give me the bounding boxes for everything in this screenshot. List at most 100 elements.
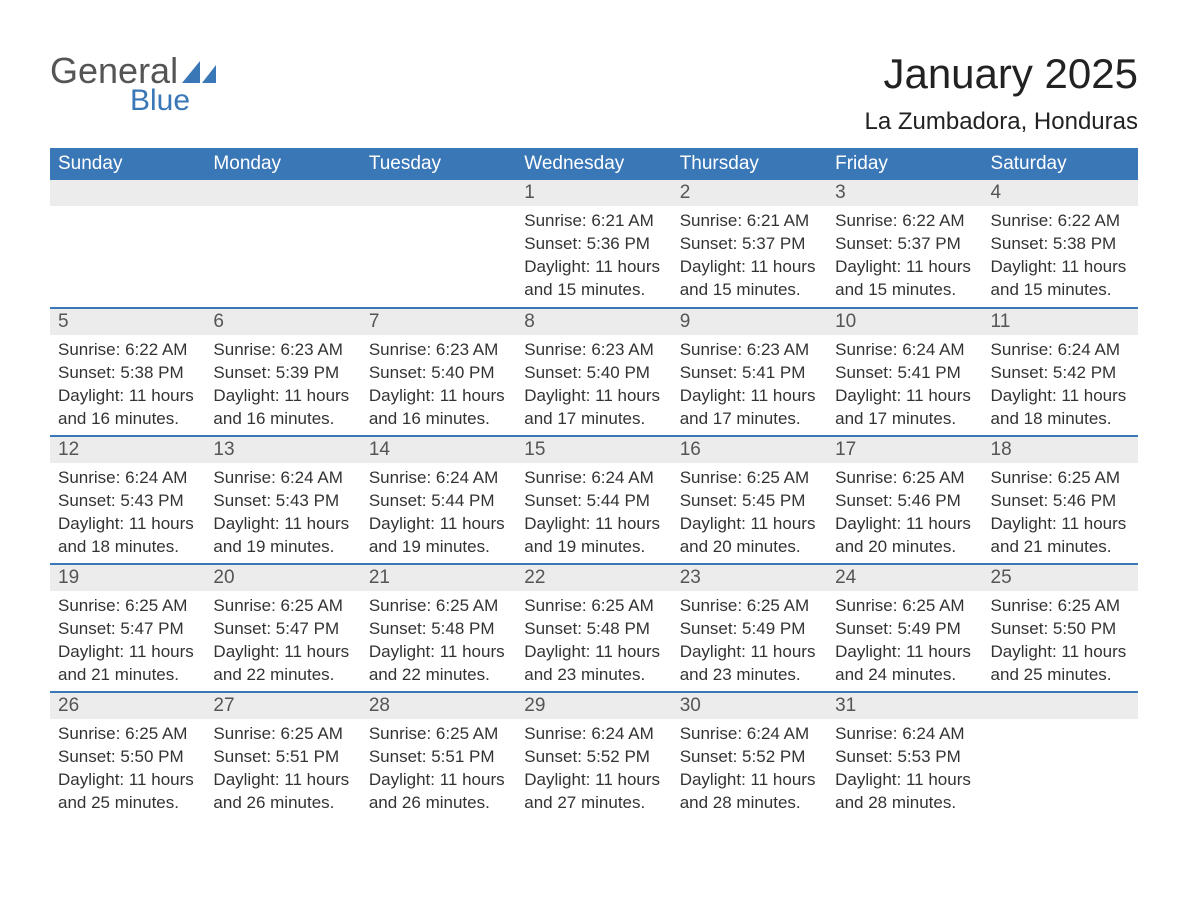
day-body: Sunrise: 6:25 AMSunset: 5:45 PMDaylight:… [672,463,827,559]
sunset-line: Sunset: 5:47 PM [58,618,197,641]
sunrise-line: Sunrise: 6:25 AM [835,595,974,618]
sunset-line: Sunset: 5:50 PM [991,618,1130,641]
day-body: Sunrise: 6:22 AMSunset: 5:37 PMDaylight:… [827,206,982,302]
day-body: Sunrise: 6:24 AMSunset: 5:43 PMDaylight:… [205,463,360,559]
day-number: 19 [50,565,205,591]
calendar-day-cell: 4Sunrise: 6:22 AMSunset: 5:38 PMDaylight… [983,180,1138,308]
daylight-line: Daylight: 11 hours and 25 minutes. [58,769,197,815]
calendar-day-cell: 23Sunrise: 6:25 AMSunset: 5:49 PMDayligh… [672,564,827,692]
day-number [50,180,205,206]
daylight-line: Daylight: 11 hours and 23 minutes. [524,641,663,687]
daylight-line: Daylight: 11 hours and 19 minutes. [369,513,508,559]
sunrise-line: Sunrise: 6:25 AM [58,595,197,618]
day-number: 18 [983,437,1138,463]
calendar-week-row: 26Sunrise: 6:25 AMSunset: 5:50 PMDayligh… [50,692,1138,820]
sunset-line: Sunset: 5:52 PM [680,746,819,769]
logo-blue-text: Blue [130,84,216,118]
day-number: 13 [205,437,360,463]
day-header: Wednesday [516,148,671,180]
day-number: 11 [983,309,1138,335]
day-number: 10 [827,309,982,335]
daylight-line: Daylight: 11 hours and 19 minutes. [524,513,663,559]
calendar-day-cell [983,692,1138,820]
sunset-line: Sunset: 5:48 PM [524,618,663,641]
daylight-line: Daylight: 11 hours and 18 minutes. [58,513,197,559]
daylight-line: Daylight: 11 hours and 19 minutes. [213,513,352,559]
calendar-day-cell: 10Sunrise: 6:24 AMSunset: 5:41 PMDayligh… [827,308,982,436]
day-number [361,180,516,206]
daylight-line: Daylight: 11 hours and 25 minutes. [991,641,1130,687]
sunrise-line: Sunrise: 6:24 AM [213,467,352,490]
day-number: 4 [983,180,1138,206]
day-number: 8 [516,309,671,335]
day-body: Sunrise: 6:21 AMSunset: 5:37 PMDaylight:… [672,206,827,302]
sunrise-line: Sunrise: 6:21 AM [680,210,819,233]
calendar-day-cell: 18Sunrise: 6:25 AMSunset: 5:46 PMDayligh… [983,436,1138,564]
sunset-line: Sunset: 5:41 PM [680,362,819,385]
calendar-week-row: 19Sunrise: 6:25 AMSunset: 5:47 PMDayligh… [50,564,1138,692]
day-header: Sunday [50,148,205,180]
sunrise-line: Sunrise: 6:24 AM [369,467,508,490]
calendar-day-cell: 28Sunrise: 6:25 AMSunset: 5:51 PMDayligh… [361,692,516,820]
sunrise-line: Sunrise: 6:25 AM [369,595,508,618]
calendar-day-cell: 6Sunrise: 6:23 AMSunset: 5:39 PMDaylight… [205,308,360,436]
sunset-line: Sunset: 5:37 PM [835,233,974,256]
calendar-day-cell: 7Sunrise: 6:23 AMSunset: 5:40 PMDaylight… [361,308,516,436]
calendar-day-cell: 15Sunrise: 6:24 AMSunset: 5:44 PMDayligh… [516,436,671,564]
day-number: 16 [672,437,827,463]
sunset-line: Sunset: 5:52 PM [524,746,663,769]
calendar-day-cell: 8Sunrise: 6:23 AMSunset: 5:40 PMDaylight… [516,308,671,436]
day-number: 27 [205,693,360,719]
day-number: 12 [50,437,205,463]
day-body: Sunrise: 6:25 AMSunset: 5:46 PMDaylight:… [827,463,982,559]
sunrise-line: Sunrise: 6:23 AM [213,339,352,362]
daylight-line: Daylight: 11 hours and 26 minutes. [213,769,352,815]
day-body: Sunrise: 6:24 AMSunset: 5:41 PMDaylight:… [827,335,982,431]
sunrise-line: Sunrise: 6:25 AM [369,723,508,746]
day-body: Sunrise: 6:25 AMSunset: 5:49 PMDaylight:… [672,591,827,687]
day-body: Sunrise: 6:24 AMSunset: 5:53 PMDaylight:… [827,719,982,815]
day-body: Sunrise: 6:24 AMSunset: 5:43 PMDaylight:… [50,463,205,559]
day-body: Sunrise: 6:23 AMSunset: 5:39 PMDaylight:… [205,335,360,431]
day-number: 21 [361,565,516,591]
sunset-line: Sunset: 5:43 PM [213,490,352,513]
sunrise-line: Sunrise: 6:24 AM [835,723,974,746]
sunrise-line: Sunrise: 6:24 AM [835,339,974,362]
sunset-line: Sunset: 5:37 PM [680,233,819,256]
daylight-line: Daylight: 11 hours and 26 minutes. [369,769,508,815]
sunrise-line: Sunrise: 6:25 AM [680,467,819,490]
day-header: Tuesday [361,148,516,180]
sunset-line: Sunset: 5:44 PM [369,490,508,513]
daylight-line: Daylight: 11 hours and 15 minutes. [524,256,663,302]
daylight-line: Daylight: 11 hours and 17 minutes. [680,385,819,431]
daylight-line: Daylight: 11 hours and 16 minutes. [213,385,352,431]
sunrise-line: Sunrise: 6:22 AM [991,210,1130,233]
sunrise-line: Sunrise: 6:25 AM [991,595,1130,618]
sunset-line: Sunset: 5:51 PM [213,746,352,769]
calendar-day-cell: 5Sunrise: 6:22 AMSunset: 5:38 PMDaylight… [50,308,205,436]
calendar-day-cell: 9Sunrise: 6:23 AMSunset: 5:41 PMDaylight… [672,308,827,436]
day-body: Sunrise: 6:22 AMSunset: 5:38 PMDaylight:… [50,335,205,431]
sunset-line: Sunset: 5:41 PM [835,362,974,385]
sunset-line: Sunset: 5:38 PM [58,362,197,385]
daylight-line: Daylight: 11 hours and 17 minutes. [524,385,663,431]
daylight-line: Daylight: 11 hours and 23 minutes. [680,641,819,687]
calendar-day-cell [361,180,516,308]
day-body: Sunrise: 6:23 AMSunset: 5:40 PMDaylight:… [516,335,671,431]
sunset-line: Sunset: 5:43 PM [58,490,197,513]
calendar-day-cell: 31Sunrise: 6:24 AMSunset: 5:53 PMDayligh… [827,692,982,820]
sunrise-line: Sunrise: 6:22 AM [58,339,197,362]
sunrise-line: Sunrise: 6:21 AM [524,210,663,233]
calendar-day-cell: 30Sunrise: 6:24 AMSunset: 5:52 PMDayligh… [672,692,827,820]
calendar-day-cell: 3Sunrise: 6:22 AMSunset: 5:37 PMDaylight… [827,180,982,308]
calendar-day-cell: 17Sunrise: 6:25 AMSunset: 5:46 PMDayligh… [827,436,982,564]
calendar-day-cell: 29Sunrise: 6:24 AMSunset: 5:52 PMDayligh… [516,692,671,820]
day-body: Sunrise: 6:25 AMSunset: 5:47 PMDaylight:… [50,591,205,687]
day-body: Sunrise: 6:24 AMSunset: 5:52 PMDaylight:… [672,719,827,815]
day-body: Sunrise: 6:24 AMSunset: 5:44 PMDaylight:… [516,463,671,559]
sunrise-line: Sunrise: 6:24 AM [680,723,819,746]
day-body: Sunrise: 6:24 AMSunset: 5:42 PMDaylight:… [983,335,1138,431]
daylight-line: Daylight: 11 hours and 21 minutes. [58,641,197,687]
day-number: 15 [516,437,671,463]
day-body: Sunrise: 6:24 AMSunset: 5:52 PMDaylight:… [516,719,671,815]
